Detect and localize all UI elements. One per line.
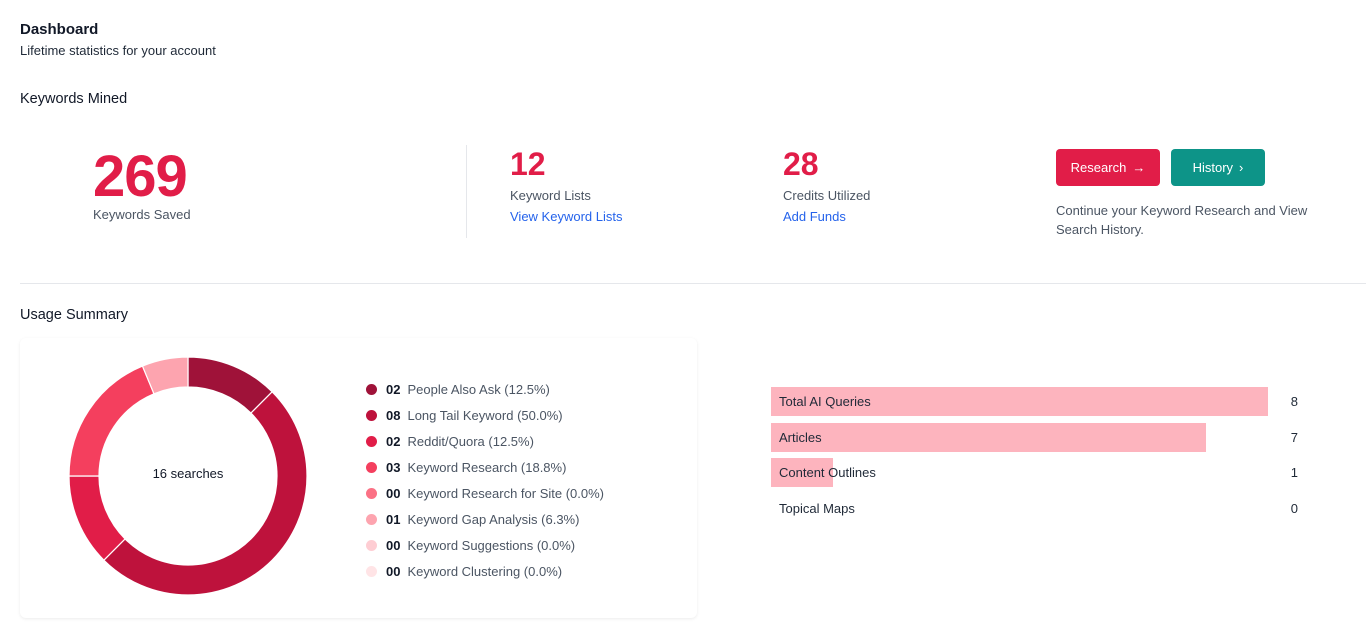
bar-fill <box>771 458 834 487</box>
credits-label: Credits Utilized <box>783 188 871 203</box>
keywords-saved-count: 269 <box>93 144 188 209</box>
legend-dot <box>366 565 377 577</box>
legend-count: 03 <box>386 459 401 475</box>
bar-label: Articles <box>779 429 822 445</box>
chevron-right-icon: › <box>1239 160 1244 175</box>
keyword-lists-count: 12 <box>510 146 546 182</box>
legend-item: 00 Keyword Suggestions (0.0%) <box>366 532 604 558</box>
legend-dot <box>366 435 377 447</box>
legend-count: 00 <box>386 563 401 579</box>
legend-item: 02 Reddit/Quora (12.5%) <box>366 428 604 454</box>
legend-count: 01 <box>386 511 401 527</box>
bar-value: 7 <box>1290 429 1298 445</box>
legend-label: Reddit/Quora (12.5%) <box>407 433 534 449</box>
legend-label: Keyword Research for Site (0.0%) <box>407 485 604 501</box>
legend-dot <box>366 513 377 525</box>
credits-stat: 28 Credits Utilized Add Funds <box>783 146 870 226</box>
research-button[interactable]: Research → <box>1056 149 1160 186</box>
credits-count: 28 <box>783 146 819 182</box>
keywords-mined-title: Keywords Mined <box>20 91 128 107</box>
legend-label: Keyword Suggestions (0.0%) <box>407 537 576 553</box>
keyword-lists-label: Keyword Lists <box>510 188 591 203</box>
donut-slice[interactable] <box>141 357 189 395</box>
donut-slice[interactable] <box>69 475 126 561</box>
legend-item: 00 Keyword Clustering (0.0%) <box>366 558 604 584</box>
page-title: Dashboard <box>20 21 99 38</box>
cta-text: Continue your Keyword Research and View … <box>1056 203 1308 237</box>
bar-fill <box>771 422 1206 452</box>
research-button-label: Research <box>1070 160 1127 175</box>
legend-label: Long Tail Keyword (50.0%) <box>407 407 563 423</box>
bar-row: Articles 7 <box>771 422 1301 459</box>
view-keyword-lists-link[interactable]: View Keyword Lists <box>510 209 623 224</box>
legend-count: 02 <box>386 381 401 397</box>
page-header: Dashboard Lifetime statistics for your a… <box>20 20 216 61</box>
keywords-saved-stat: 269 Keywords Saved <box>93 143 191 222</box>
legend-dot <box>366 487 377 499</box>
arrow-right-icon: → <box>1132 160 1146 175</box>
legend-label: Keyword Research (18.8%) <box>407 459 567 475</box>
legend-item: 08 Long Tail Keyword (50.0%) <box>366 402 604 428</box>
stats-divider <box>466 145 467 238</box>
keyword-lists-stat: 12 Keyword Lists View Keyword Lists <box>510 146 622 226</box>
bar-label: Content Outlines <box>779 465 876 480</box>
usage-legend: 02 People Also Ask (12.5%) 08 Long Tail Key… <box>366 376 604 584</box>
legend-dot <box>366 409 377 421</box>
bar-row: Content Outlines 1 <box>771 458 1301 494</box>
donut-center-label: 16 searches <box>152 466 224 481</box>
legend-label: People Also Ask (12.5%) <box>407 381 550 397</box>
legend-count: 08 <box>386 407 401 423</box>
bar-row: Topical Maps 0 <box>771 494 1301 530</box>
usage-summary-title: Usage Summary <box>20 307 128 323</box>
legend-dot <box>366 539 377 551</box>
donut-slice[interactable] <box>103 391 307 595</box>
bar-row: Total AI Queries 8 <box>771 387 1301 423</box>
legend-item: 03 Keyword Research (18.8%) <box>366 454 604 480</box>
legend-label: Keyword Clustering (0.0%) <box>407 563 563 579</box>
donut-slice[interactable] <box>69 365 155 477</box>
bar-value: 1 <box>1290 465 1298 480</box>
legend-count: 00 <box>386 537 401 553</box>
legend-label: Keyword Gap Analysis (6.3%) <box>407 511 580 527</box>
legend-dot <box>366 461 377 473</box>
page-subtitle: Lifetime statistics for your account <box>20 43 216 58</box>
bar-label: Topical Maps <box>779 500 855 516</box>
legend-item: 00 Keyword Research for Site (0.0%) <box>366 480 604 506</box>
bar-fill <box>771 387 1268 416</box>
legend-item: 02 People Also Ask (12.5%) <box>366 376 604 402</box>
usage-donut-chart <box>69 357 307 595</box>
usage-bars: Total AI Queries 8 Articles 7 Content Outlin… <box>771 387 1301 529</box>
legend-count: 02 <box>386 433 401 449</box>
section-divider <box>20 283 1366 284</box>
legend-dot <box>366 383 377 395</box>
bar-value: 0 <box>1290 500 1298 516</box>
legend-item: 01 Keyword Gap Analysis (6.3%) <box>366 506 604 532</box>
add-funds-link[interactable]: Add Funds <box>783 209 846 224</box>
bar-label: Total AI Queries <box>779 394 871 409</box>
history-button-label: History <box>1192 160 1234 175</box>
legend-count: 00 <box>386 485 401 501</box>
keywords-saved-label: Keywords Saved <box>93 207 191 222</box>
bar-value: 8 <box>1290 394 1298 409</box>
history-button[interactable]: History › <box>1171 149 1265 186</box>
